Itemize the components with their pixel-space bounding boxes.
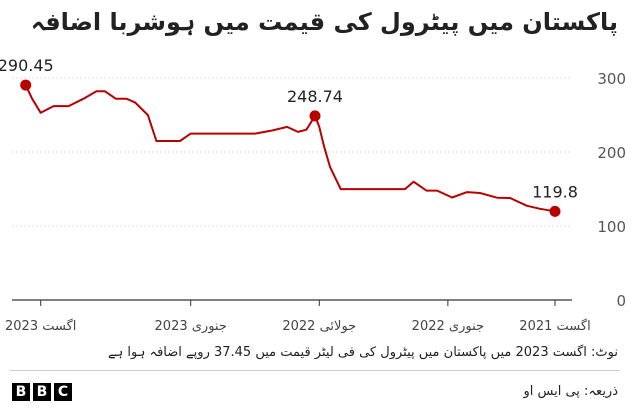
data-point-marker	[20, 79, 32, 91]
data-point-marker	[309, 110, 321, 122]
x-tick-label: جنوری 2022	[412, 319, 484, 334]
footer-divider	[10, 370, 620, 371]
data-point-label: 119.8	[532, 182, 578, 201]
x-tick-label: اگست 2021	[519, 318, 590, 334]
data-point-label: 290.45	[0, 56, 54, 75]
y-tick-label: 100	[597, 218, 626, 236]
source-credit: ذریعہ: پی ایس او	[523, 384, 619, 399]
chart-title: پاکستان میں پیٹرول کی قیمت میں ہوشربا اض…	[30, 8, 618, 36]
line-chart: 0 100 200 300 اگست 2021 جنوری 2022 جولائی 202…	[0, 56, 626, 334]
y-tick-label: 200	[597, 144, 626, 162]
y-tick-label: 300	[597, 70, 626, 88]
grid-lines	[12, 77, 572, 301]
data-point-label: 248.74	[287, 87, 343, 106]
data-point-marker	[549, 205, 561, 217]
bbc-logo: B B C	[12, 383, 72, 401]
bbc-logo-letter: B	[33, 383, 51, 401]
y-axis-tick-labels: 0 100 200 300	[597, 70, 626, 310]
y-tick-label: 0	[616, 292, 626, 310]
markers-group: 119.8 248.74 290.45	[0, 56, 578, 217]
x-tick-label: جولائی 2022	[282, 319, 356, 334]
x-tick-label: جنوری 2023	[155, 319, 227, 334]
bbc-logo-letter: B	[12, 383, 30, 401]
x-tick-label: اگست 2023	[5, 318, 76, 334]
series-group	[24, 84, 556, 213]
x-axis-ticks: اگست 2021 جنوری 2022 جولائی 2022 جنوری 2023…	[5, 300, 591, 334]
price-line	[24, 84, 556, 213]
chart-note: نوٹ: اگست 2023 میں پاکستان میں پیٹرول کی…	[108, 345, 618, 360]
bbc-logo-letter: C	[54, 383, 72, 401]
